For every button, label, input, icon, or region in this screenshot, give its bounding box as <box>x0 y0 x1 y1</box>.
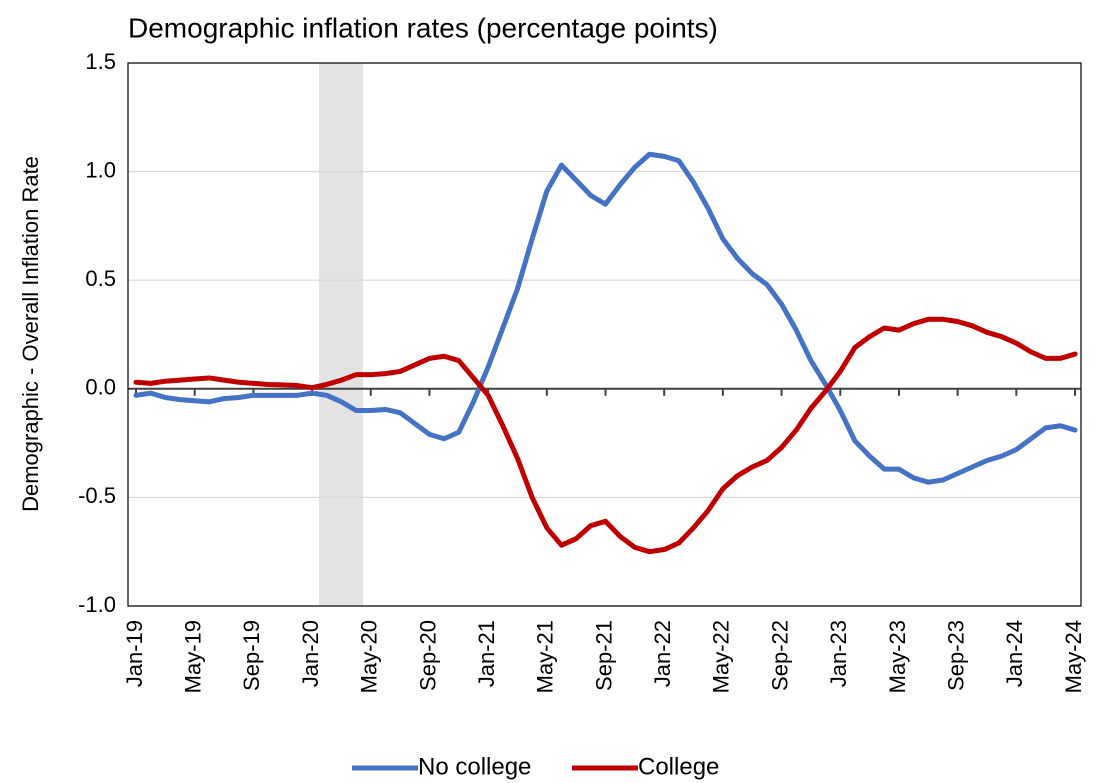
grid <box>128 62 1081 607</box>
legend: No college College <box>352 753 719 780</box>
y-tick-label: -1.0 <box>78 592 116 617</box>
x-tick-label: May-23 <box>885 620 910 693</box>
x-tick-label: May-21 <box>533 620 558 693</box>
y-tick-label: 0.5 <box>85 266 116 291</box>
recession-shading <box>319 63 363 606</box>
y-tick-label: 1.5 <box>85 49 116 74</box>
x-tick-label: Jan-22 <box>650 620 675 687</box>
plot-frame <box>127 62 1082 607</box>
x-tick-label: May-24 <box>1061 620 1086 693</box>
x-tick-label: Jan-23 <box>826 620 851 687</box>
x-tick-label: Jan-24 <box>1002 620 1027 687</box>
y-tick-label: 0.0 <box>85 375 116 400</box>
series-line <box>133 151 1078 485</box>
y-tick-label: -0.5 <box>78 483 116 508</box>
legend-label: No college <box>418 753 531 780</box>
chart-title: Demographic inflation rates (percentage … <box>128 12 718 43</box>
x-tick-label: Sep-21 <box>591 620 616 691</box>
x-tick-label: Sep-19 <box>239 620 264 691</box>
x-tick-label: Jan-20 <box>298 620 323 687</box>
lines <box>133 151 1078 555</box>
y-axis-label: Demographic - Overall Inflation Rate <box>18 156 43 512</box>
x-tick-label: Jan-21 <box>474 620 499 687</box>
series-line <box>133 316 1078 555</box>
x-tick-label: May-20 <box>357 620 382 693</box>
x-tick-label: Jan-19 <box>122 620 147 687</box>
x-tick-label: Sep-22 <box>767 620 792 691</box>
x-tick-label: Sep-20 <box>415 620 440 691</box>
x-tick-label: May-22 <box>709 620 734 693</box>
x-tick-label: Sep-23 <box>943 620 968 691</box>
y-tick-label: 1.0 <box>85 157 116 182</box>
legend-label: College <box>638 753 719 780</box>
x-tick-label: May-19 <box>181 620 206 693</box>
